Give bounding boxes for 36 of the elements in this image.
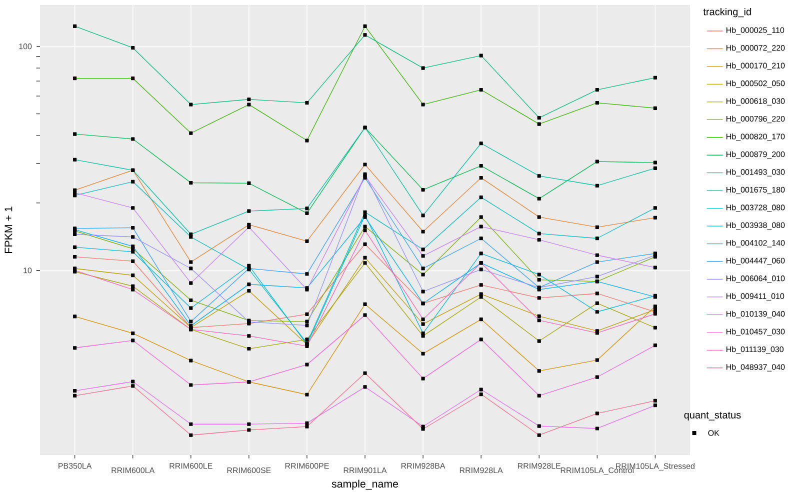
legend-label: Hb_003938_080: [726, 222, 785, 230]
legend-label: Hb_000796_220: [726, 116, 785, 124]
x-tick-label: RRIM600LE: [170, 463, 212, 469]
legend-label: Hb_000879_200: [726, 151, 785, 159]
legend-title: tracking_id: [703, 8, 751, 18]
x-tick-label: RRIM600PE: [285, 463, 329, 469]
legend-label: Hb_000502_050: [726, 80, 785, 88]
legend-label: Hb_000618_030: [726, 98, 785, 106]
x-tick-label: RRIM901LA: [344, 467, 387, 474]
legend-label: Hb_048937_040: [726, 364, 785, 372]
legend-label: Hb_001675_180: [726, 186, 785, 194]
y-tick-label: 10: [24, 268, 32, 274]
x-tick-label: RRIM928LA: [460, 467, 503, 474]
legend-label: Hb_011139_030: [726, 346, 784, 354]
legend-label: Hb_010139_040: [726, 310, 785, 318]
legend-label: Hb_004447_060: [726, 258, 785, 265]
x-tick-label: PB350LA: [58, 463, 92, 469]
annotation: quant_status: [684, 412, 741, 420]
legend-label: Hb_006064_010: [726, 275, 785, 283]
text: OK: [708, 430, 720, 436]
x-tick-label: RRIM600LA: [112, 467, 155, 474]
x-axis-title: sample_name: [332, 480, 398, 490]
legend-label: Hb_000072_220: [726, 44, 785, 52]
x-tick-label: RRIM928BA: [401, 463, 446, 469]
legend-label: Hb_009411_010: [726, 293, 784, 300]
x-tick-label: RRIM600SE: [227, 467, 271, 474]
legend-label: Hb_000170_210: [726, 62, 785, 70]
legend-label: Hb_001493_030: [726, 168, 785, 176]
y-tick-label: 100: [19, 44, 32, 50]
legend-label: Hb_010457_030: [726, 328, 785, 336]
legend-label: Hb_000820_170: [726, 133, 785, 141]
x-tick-label: RRIM928LE: [518, 463, 561, 469]
legend-label: Hb_003728_080: [726, 204, 785, 212]
legend-label: Hb_000025_110: [726, 27, 784, 34]
y-axis-title: FPKM + 1: [4, 206, 12, 253]
legend-label: Hb_004102_140: [726, 240, 785, 248]
